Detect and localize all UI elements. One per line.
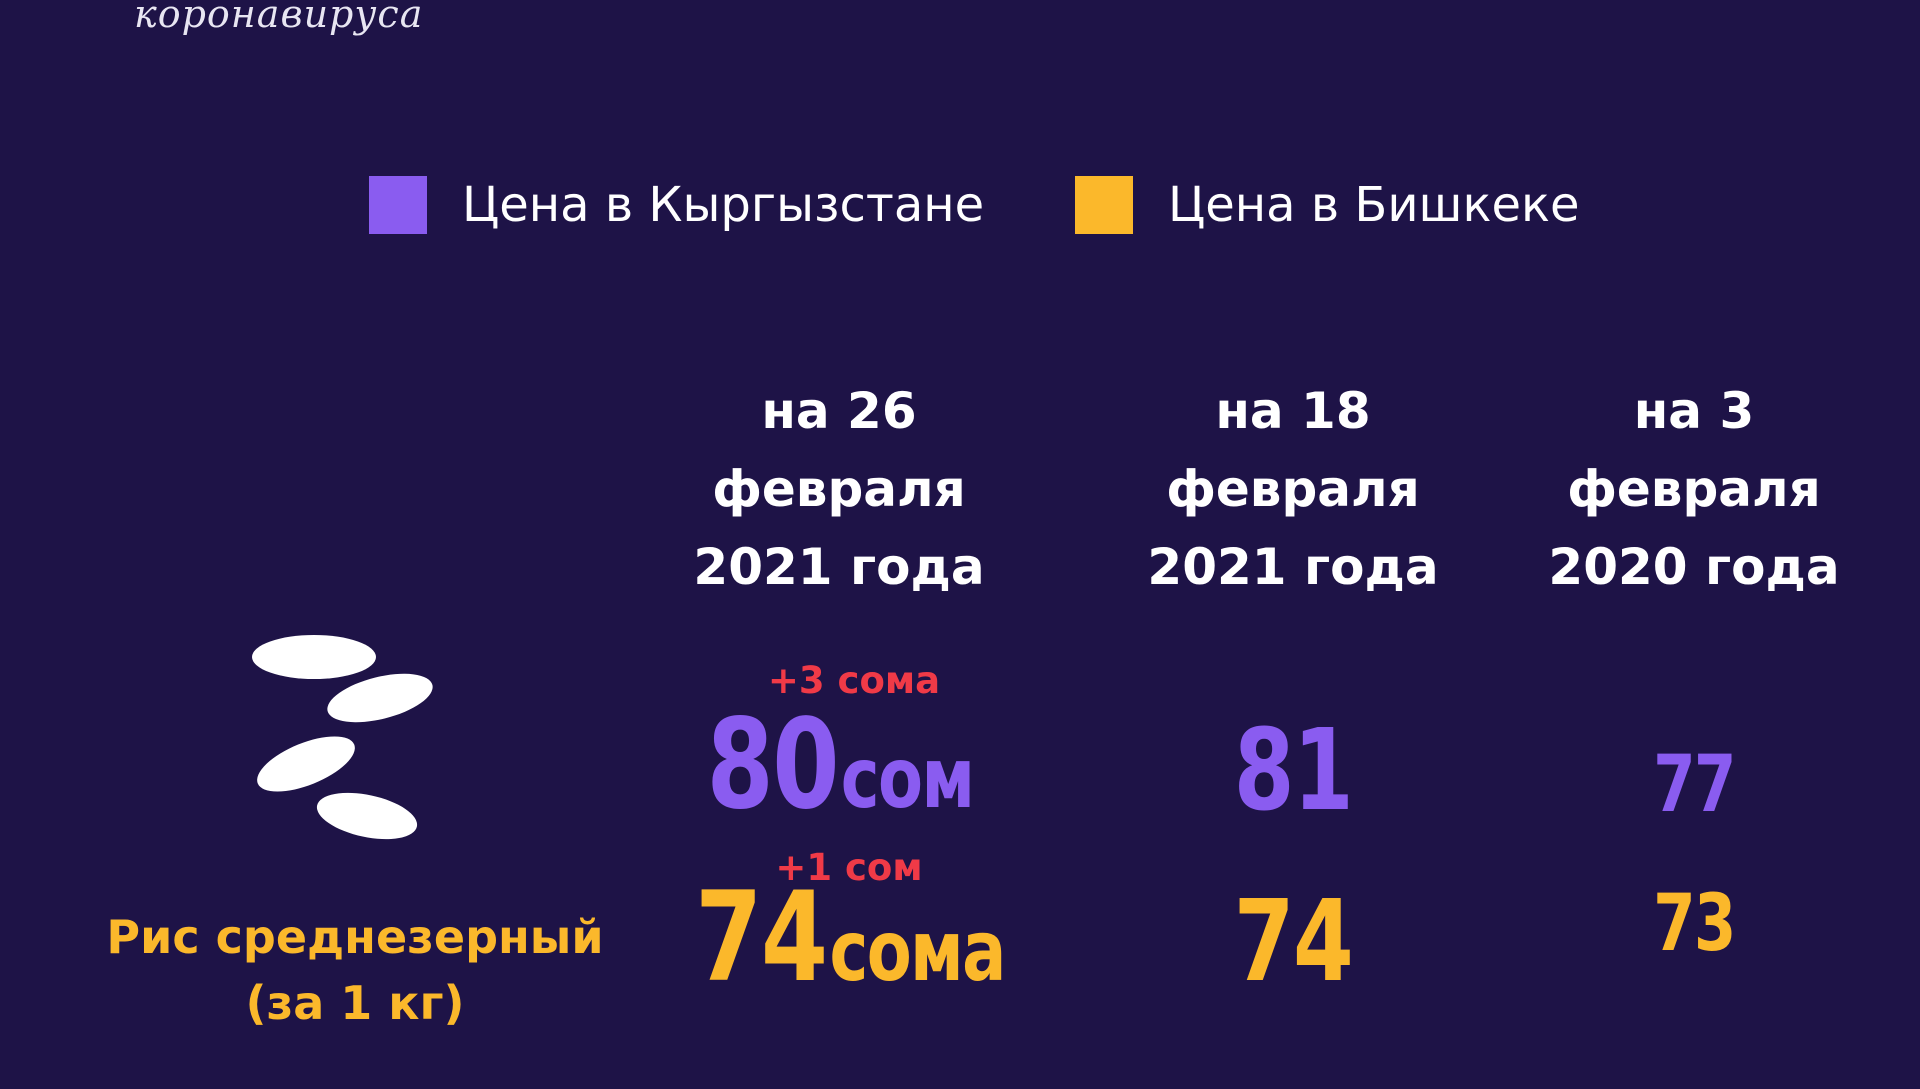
column-header-line: 2021 года [693, 538, 985, 596]
legend-label-bishkek: Цена в Бишкеке [1168, 177, 1580, 233]
infographic-subtitle: коронавируса [134, 0, 424, 36]
rice-grains-icon [252, 635, 433, 840]
price-unit: сома [829, 902, 1006, 1000]
column-header-line: на 3 [1633, 382, 1755, 440]
column-header-line: на 18 [1215, 382, 1371, 440]
column-header-line: февраля [1166, 460, 1420, 518]
legend-swatch-kyrgyzstan [369, 176, 427, 234]
product-name-line: Рис среднезерный [106, 910, 604, 964]
price-bishkek-current: 74 сома [678, 873, 1021, 1040]
product-name: Рис среднезерный (за 1 кг) [100, 904, 610, 1036]
column-header-line: февраля [1567, 460, 1821, 518]
column-header-prev-year: на 3 февраля 2020 года [1514, 372, 1874, 606]
column-header-line: на 26 [761, 382, 917, 440]
legend-item-kyrgyzstan: Цена в Кыргызстане [369, 176, 984, 234]
column-header-line: 2020 года [1548, 538, 1840, 596]
price-bishkek-prev-year: 73 [1653, 879, 1736, 969]
column-header-line: 2021 года [1147, 538, 1439, 596]
column-header-current: на 26 февраля 2021 года [659, 372, 1019, 606]
product-unit-note: (за 1 кг) [245, 976, 465, 1030]
price-bishkek-prev-week: 74 [1233, 877, 1354, 1007]
delta-bishkek: +1 сом [775, 846, 923, 889]
price-kyrgyzstan-current: 80 сом [684, 700, 996, 867]
price-value: 80 [706, 693, 839, 837]
price-unit: сом [840, 729, 975, 827]
legend-item-bishkek: Цена в Бишкеке [1075, 176, 1580, 234]
delta-kyrgyzstan: +3 сома [767, 659, 941, 702]
column-header-prev-week: на 18 февраля 2021 года [1113, 372, 1473, 606]
legend-label-kyrgyzstan: Цена в Кыргызстане [462, 177, 985, 233]
price-kyrgyzstan-prev-year: 77 [1653, 740, 1736, 830]
price-kyrgyzstan-prev-week: 81 [1233, 706, 1354, 836]
legend-swatch-bishkek [1075, 176, 1133, 234]
price-value: 74 [695, 866, 828, 1010]
column-header-line: февраля [712, 460, 966, 518]
